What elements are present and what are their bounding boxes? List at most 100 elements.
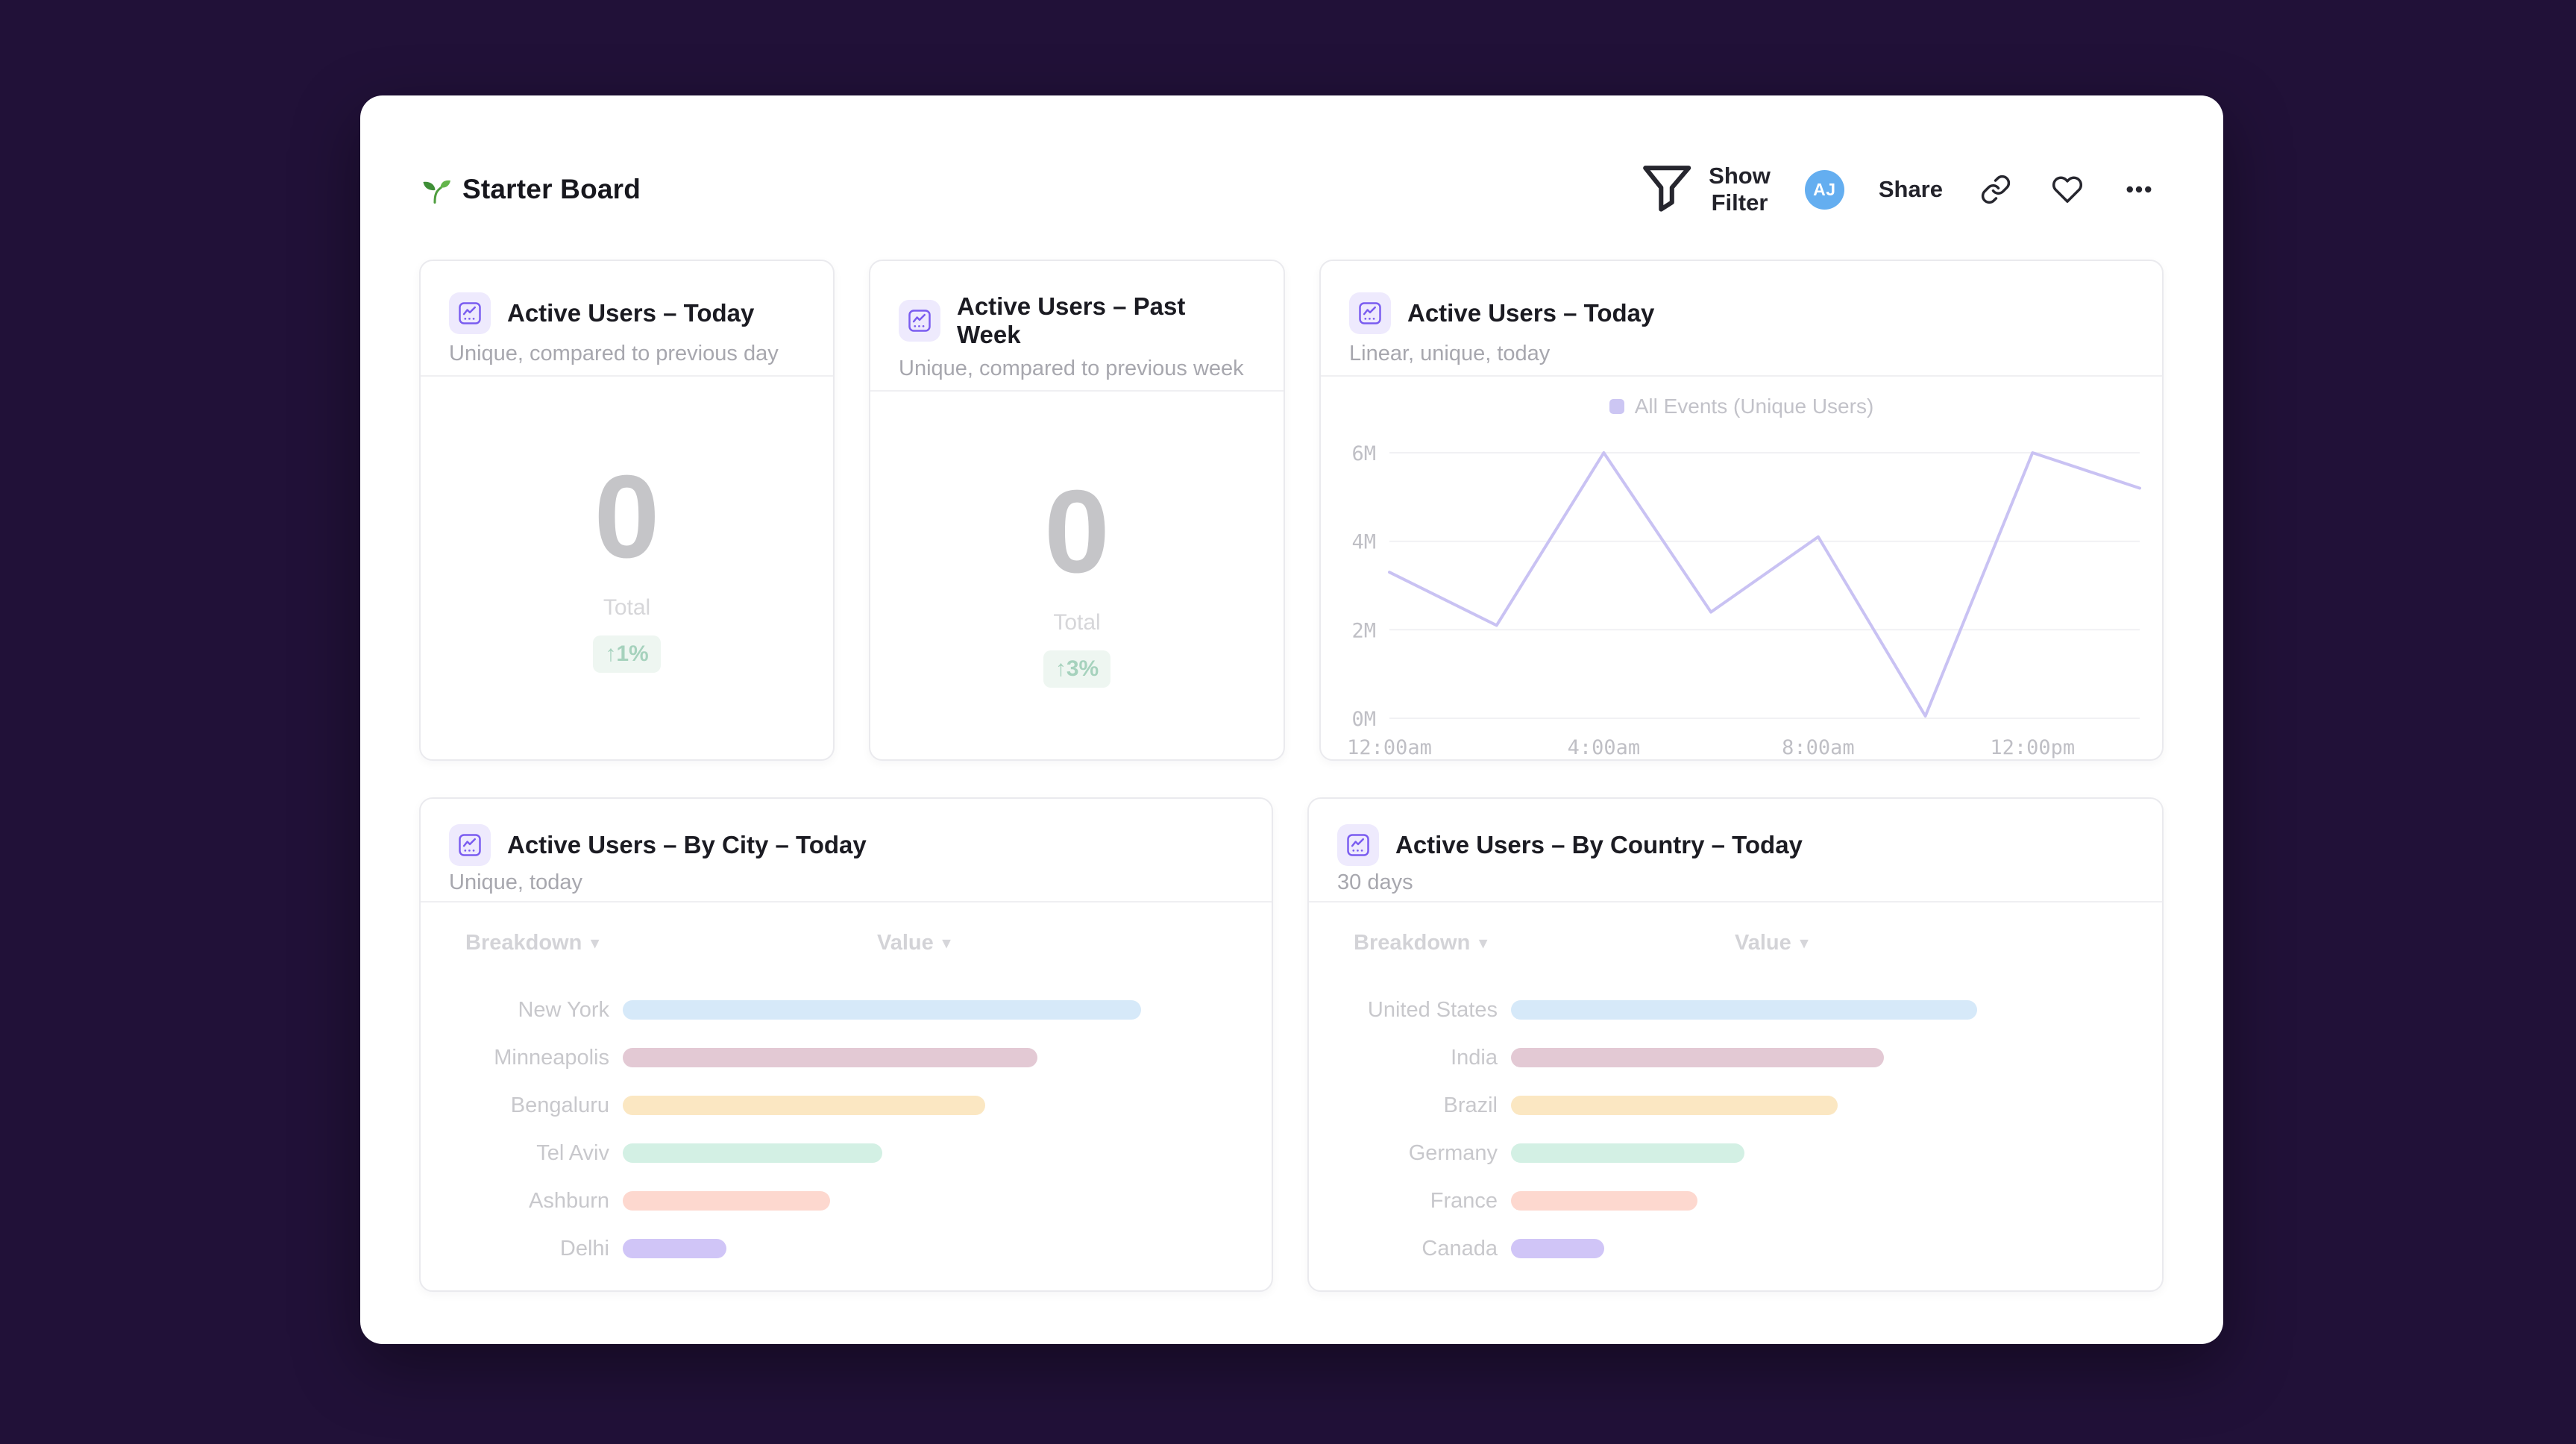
breakdown-bar[interactable] — [623, 1191, 830, 1211]
card-subtitle: 30 days — [1337, 870, 1413, 895]
breakdown-row-label: New York — [518, 997, 609, 1022]
breakdown-header: Breakdown ▾ Value ▾ — [1309, 931, 2162, 956]
breakdown-row: Canada — [1309, 1225, 2162, 1272]
y-tick-label: 2M — [1351, 620, 1376, 643]
copy-link-button[interactable] — [1977, 171, 2014, 208]
stat-value-label: Total — [603, 595, 651, 621]
breakdown-bar[interactable] — [623, 1000, 1141, 1020]
card-title: Active Users – By City – Today — [507, 831, 867, 859]
value-column-dropdown[interactable]: Value ▾ — [1735, 931, 1809, 955]
chart-type-icon — [449, 292, 491, 335]
page-title: Starter Board — [462, 174, 641, 205]
x-tick-label: 4:00am — [1568, 736, 1641, 759]
breakdown-header: Breakdown ▾ Value ▾ — [421, 931, 1272, 956]
card-subtitle: Linear, unique, today — [1349, 342, 1551, 366]
share-button[interactable]: Share — [1879, 176, 1943, 203]
breakdown-bar[interactable] — [1511, 1239, 1604, 1259]
share-label: Share — [1878, 176, 1943, 203]
card-title: Active Users – Past Week — [957, 292, 1186, 349]
ellipsis-icon — [2126, 186, 2152, 193]
breakdown-row-label: Brazil — [1443, 1093, 1498, 1117]
breakdown-row: New York — [421, 986, 1272, 1034]
show-filter-button[interactable]: Show Filter — [1636, 158, 1771, 221]
breakdown-row: India — [1309, 1034, 2162, 1082]
y-tick-label: 6M — [1351, 442, 1376, 465]
show-filter-label: Show Filter — [1709, 163, 1771, 216]
breakdown-row: United States — [1309, 986, 2162, 1034]
chevron-down-icon: ▾ — [1479, 935, 1487, 952]
avatar[interactable]: AJ — [1804, 169, 1844, 210]
chevron-down-icon: ▾ — [591, 935, 599, 952]
breakdown-row: Brazil — [1309, 1082, 2162, 1129]
card-title: Active Users – Today — [507, 299, 755, 327]
breakdown-column-dropdown[interactable]: Breakdown ▾ — [1354, 931, 1487, 955]
favorite-button[interactable] — [2049, 171, 2086, 208]
card-header: Active Users – Past Week Unique, compare… — [870, 261, 1284, 392]
line-series[interactable] — [1388, 451, 2141, 718]
card-active-users-linear[interactable]: Active Users – Today Linear, unique, tod… — [1319, 260, 2164, 762]
breakdown-row-label: Bengaluru — [510, 1093, 609, 1117]
x-tick-label: 12:00am — [1347, 736, 1432, 759]
stat-body: 0 Total ↑3% — [870, 392, 1284, 769]
breakdown-rows: United States India Brazil Germany France Can… — [1309, 986, 2162, 1272]
line-chart[interactable]: 0M 2M 4M 6M 12:00am 4:00am 8:00am 12:00pm — [1321, 423, 2162, 763]
dashboard-panel: Starter Board Show Filter AJ Share — [360, 95, 2223, 1344]
card-subtitle: Unique, today — [449, 870, 582, 895]
seedling-icon — [419, 174, 450, 205]
breakdown-bar[interactable] — [623, 1143, 882, 1164]
chart-type-icon — [1337, 824, 1379, 867]
breakdown-row-label: Germany — [1408, 1140, 1498, 1165]
breakdown-bar[interactable] — [1511, 1048, 1884, 1068]
link-icon — [1981, 175, 2011, 204]
breakdown-column-dropdown[interactable]: Breakdown ▾ — [465, 931, 599, 955]
breakdown-row-label: Canada — [1421, 1236, 1498, 1261]
card-subtitle: Unique, compared to previous day — [449, 342, 779, 366]
breakdown-row-label: France — [1430, 1188, 1498, 1213]
breakdown-row: Minneapolis — [421, 1034, 1272, 1082]
breakdown-bar[interactable] — [623, 1239, 726, 1259]
breakdown-row: Ashburn — [421, 1177, 1272, 1225]
breakdown-row: Germany — [1309, 1129, 2162, 1177]
value-column-dropdown[interactable]: Value ▾ — [877, 931, 951, 955]
card-title: Active Users – By Country – Today — [1395, 831, 1803, 859]
line-chart-body: All Events (Unique Users) 0M 2M 4M 6M 12:00a… — [1321, 377, 2162, 759]
breakdown-row-label: India — [1451, 1045, 1498, 1070]
x-tick-label: 12:00pm — [1990, 736, 2075, 759]
y-tick-label: 0M — [1351, 708, 1376, 731]
card-active-users-today[interactable]: Active Users – Today Unique, compared to… — [419, 260, 835, 762]
card-header: Active Users – By City – Today Unique, t… — [421, 799, 1272, 903]
breakdown-bar[interactable] — [1511, 1191, 1697, 1211]
card-active-users-past-week[interactable]: Active Users – Past Week Unique, compare… — [869, 260, 1285, 762]
legend-item[interactable]: All Events (Unique Users) — [1321, 395, 2162, 418]
legend-swatch — [1609, 399, 1624, 415]
breakdown-row-label: United States — [1367, 997, 1498, 1022]
stat-delta-badge: ↑1% — [593, 635, 661, 674]
breakdown-bar[interactable] — [1511, 1096, 1838, 1116]
card-active-users-by-city[interactable]: Active Users – By City – Today Unique, t… — [419, 797, 1273, 1293]
card-subtitle: Unique, compared to previous week — [899, 357, 1244, 381]
chevron-down-icon: ▾ — [942, 935, 951, 952]
breakdown-row: Tel Aviv — [421, 1129, 1272, 1177]
card-header: Active Users – Today Unique, compared to… — [421, 261, 833, 377]
chart-type-icon — [899, 300, 940, 342]
breakdown-bar[interactable] — [1511, 1143, 1744, 1164]
filter-icon — [1642, 166, 1691, 212]
breakdown-row: Delhi — [421, 1225, 1272, 1272]
breakdown-bar[interactable] — [623, 1048, 1037, 1068]
breakdown-row-label: Ashburn — [528, 1188, 609, 1213]
card-active-users-by-country[interactable]: Active Users – By Country – Today 30 day… — [1307, 797, 2164, 1293]
chart-type-icon — [1349, 292, 1391, 335]
board-header: Starter Board Show Filter AJ Share — [360, 95, 2223, 221]
breakdown-row-label: Minneapolis — [494, 1045, 609, 1070]
breakdown-bar[interactable] — [623, 1096, 985, 1116]
board-title-group: Starter Board — [419, 172, 641, 207]
chevron-down-icon: ▾ — [1800, 935, 1809, 952]
breakdown-row: France — [1309, 1177, 2162, 1225]
cards-grid: Active Users – Today Unique, compared to… — [360, 260, 2223, 1293]
breakdown-row-label: Delhi — [559, 1236, 609, 1261]
card-header: Active Users – Today Linear, unique, tod… — [1321, 261, 2162, 377]
stat-value: 0 — [1044, 466, 1110, 598]
more-options-button[interactable] — [2120, 171, 2158, 208]
breakdown-bar[interactable] — [1511, 1000, 1977, 1020]
heart-icon — [2052, 176, 2083, 204]
